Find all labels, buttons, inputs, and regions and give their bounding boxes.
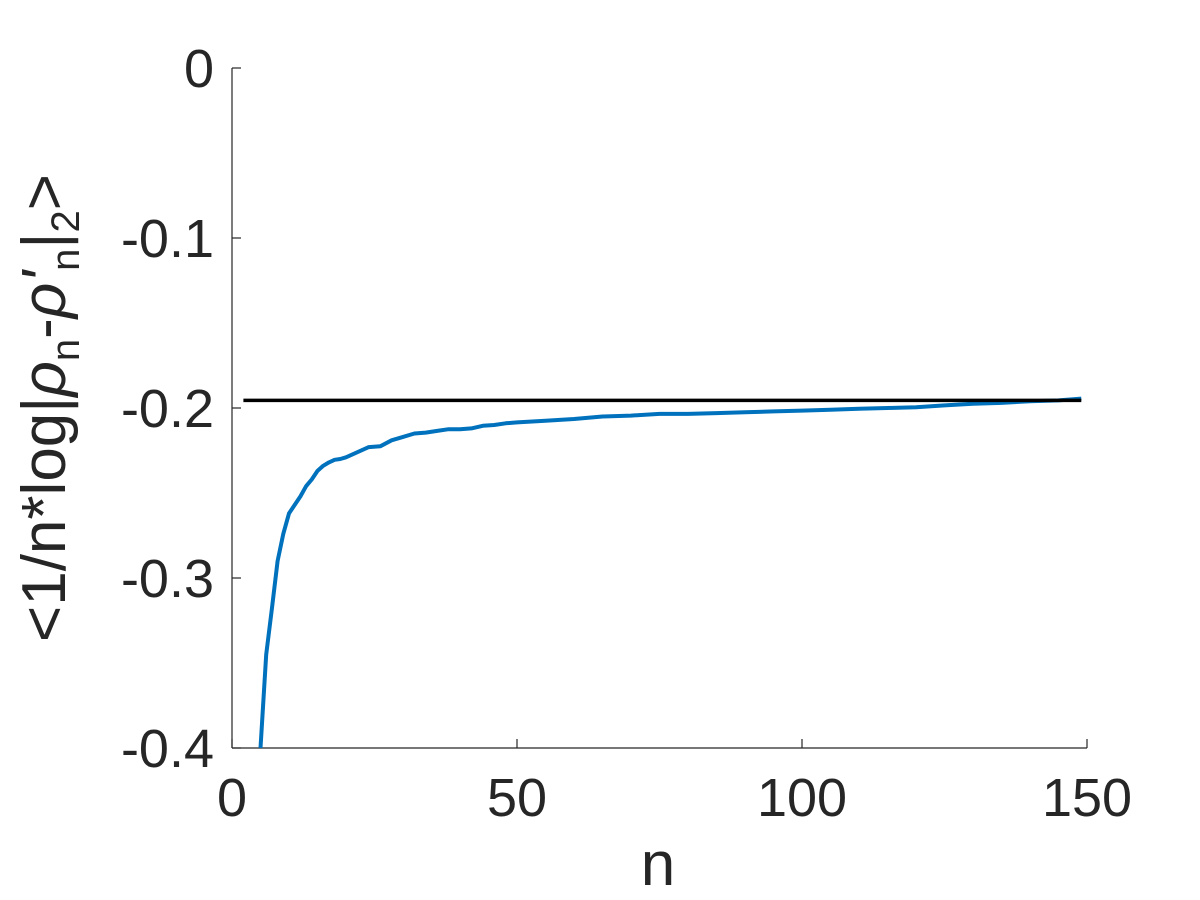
tick-labels: 0 50 100 150 0 -0.1 -0.2 -0.3 -0.4 <box>121 39 1132 828</box>
axes <box>231 67 1088 749</box>
plot-area <box>243 396 1082 749</box>
series-line-curve <box>258 396 1082 749</box>
y-tick-label: 0 <box>184 39 214 99</box>
y-tick-label: -0.4 <box>121 719 214 779</box>
y-tick-label: -0.3 <box>121 549 214 609</box>
x-tick-label: 150 <box>1042 768 1132 828</box>
x-tick-label: 100 <box>757 768 847 828</box>
y-axis-label: <1/n*log|ρn-ρ'n|2> <box>10 174 88 642</box>
y-tick-label: -0.2 <box>121 379 214 439</box>
x-axis-label: n <box>641 830 675 899</box>
x-tick-label: 50 <box>487 768 547 828</box>
y-tick-label: -0.1 <box>121 209 214 269</box>
x-tick-label: 0 <box>217 768 247 828</box>
